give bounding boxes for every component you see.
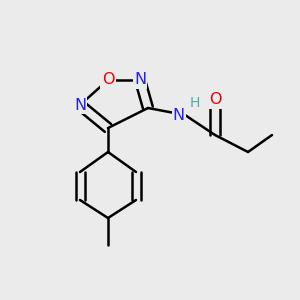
Text: O: O: [102, 73, 114, 88]
Text: O: O: [209, 92, 221, 107]
Text: N: N: [134, 73, 146, 88]
Text: N: N: [173, 107, 185, 122]
Text: N: N: [74, 98, 86, 112]
Text: H: H: [190, 96, 200, 110]
